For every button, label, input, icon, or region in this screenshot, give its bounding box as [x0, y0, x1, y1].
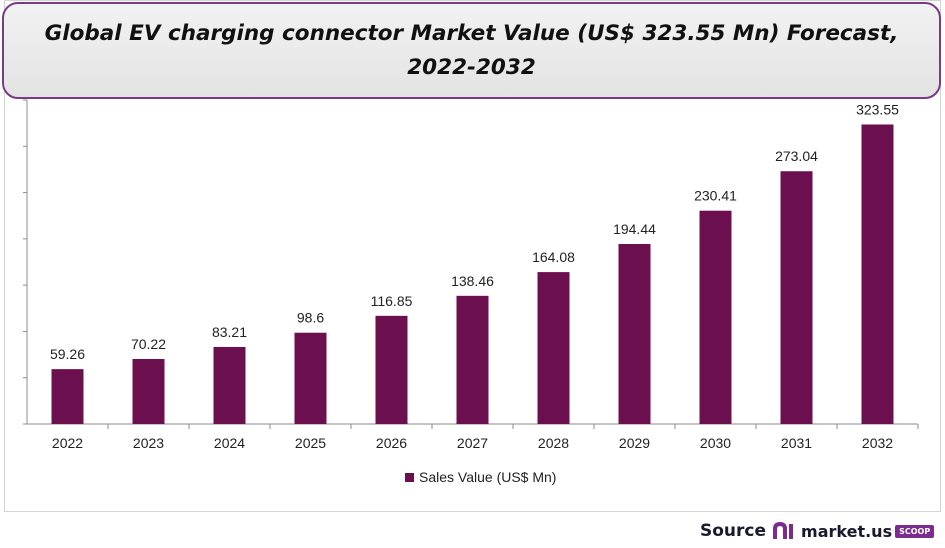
data-label-2024: 83.21 — [212, 324, 247, 340]
data-label-2027: 138.46 — [451, 273, 494, 289]
bar-2027 — [456, 295, 489, 424]
x-tick-label-2023: 2023 — [133, 435, 164, 451]
data-label-2028: 164.08 — [532, 249, 575, 265]
bar-2028 — [537, 272, 570, 424]
data-label-2023: 70.22 — [131, 336, 166, 352]
x-tick-label-2026: 2026 — [376, 435, 407, 451]
logo-wordmark: market.us — [801, 521, 893, 541]
bar-2032 — [861, 124, 894, 425]
market-us-logo-icon — [773, 521, 794, 539]
data-label-2031: 273.04 — [775, 148, 818, 164]
data-label-2029: 194.44 — [613, 221, 656, 237]
bar-2022 — [51, 369, 84, 424]
bar-2023 — [132, 358, 165, 424]
x-tick-label-2030: 2030 — [700, 435, 731, 451]
legend-label: Sales Value (US$ Mn) — [419, 469, 556, 485]
bar-2029 — [618, 244, 651, 424]
data-label-2026: 116.85 — [371, 293, 413, 309]
x-tick-label-2031: 2031 — [781, 435, 812, 451]
chart-title: Global EV charging connector Market Valu… — [44, 20, 899, 80]
data-label-2022: 59.26 — [50, 346, 85, 362]
bar-2024 — [213, 346, 246, 424]
x-tick-label-2032: 2032 — [862, 435, 893, 451]
x-tick-label-2027: 2027 — [457, 435, 488, 451]
source-label: Source — [700, 521, 767, 541]
data-label-2030: 230.41 — [694, 188, 737, 204]
source-attribution: Source market.us SCOOP — [700, 518, 935, 544]
logo-badge: SCOOP — [895, 524, 935, 538]
x-tick-label-2024: 2024 — [214, 435, 245, 451]
bar-2025 — [294, 332, 327, 424]
bar-2031 — [780, 171, 813, 424]
legend-swatch — [405, 473, 414, 482]
x-tick-label-2028: 2028 — [538, 435, 569, 451]
x-tick-label-2029: 2029 — [619, 435, 650, 451]
title-banner: Global EV charging connector Market Valu… — [2, 2, 941, 99]
data-label-2025: 98.6 — [297, 310, 324, 326]
x-tick-label-2022: 2022 — [52, 435, 83, 451]
x-tick-label-2025: 2025 — [295, 435, 326, 451]
bar-2026 — [375, 315, 408, 424]
data-label-2032: 323.55 — [856, 101, 899, 117]
bar-2030 — [699, 210, 732, 424]
